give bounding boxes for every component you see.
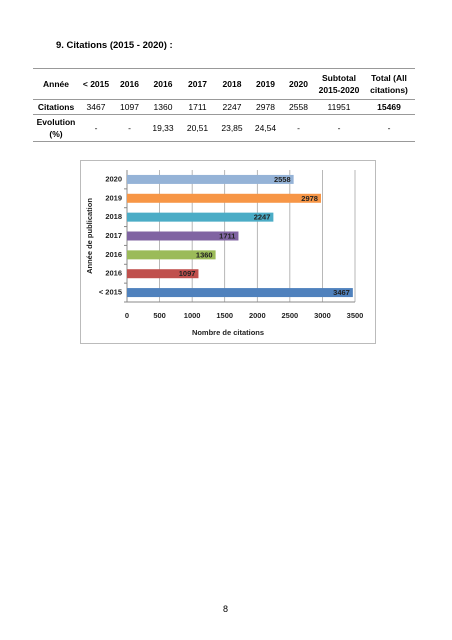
x-tick-label: 2500: [282, 311, 299, 320]
y-tick-label: 2017: [105, 231, 122, 240]
table-cell: 3467: [79, 99, 113, 115]
y-axis-title: Année de publication: [85, 198, 94, 274]
table-cell: 2019: [249, 68, 282, 100]
table-cell: 2978: [249, 99, 282, 115]
table-cell: -: [315, 114, 363, 142]
table-cell: 23,85: [215, 114, 249, 142]
x-tick-label: 1500: [216, 311, 233, 320]
table-cell: 1097: [113, 99, 146, 115]
x-tick-label: 3000: [314, 311, 331, 320]
table-cell: -: [363, 114, 415, 142]
table-cell: -: [282, 114, 315, 142]
table-cell: 24,54: [249, 114, 282, 142]
y-tick-label: 2016: [105, 269, 122, 278]
table-cell: -: [79, 114, 113, 142]
y-tick-label: 2018: [105, 212, 122, 221]
y-tick-label: 2016: [105, 250, 122, 259]
x-axis-title: Nombre de citations: [192, 328, 264, 337]
y-tick-label: < 2015: [99, 288, 122, 297]
table-cell: 1360: [146, 99, 180, 115]
table-cell: 1711: [180, 99, 215, 115]
x-tick-label: 500: [153, 311, 166, 320]
data-label: 1097: [179, 269, 196, 278]
y-tick-label: 2019: [105, 193, 122, 202]
table-row: Evolution (%) - -19,33 20,51 23,85 24,54- - -: [33, 114, 415, 142]
chart: Nombre de citations Année de publication…: [80, 160, 376, 344]
x-tick-label: 2000: [249, 311, 266, 320]
table-cell: Subtotal 2015-2020: [315, 68, 363, 100]
data-label: 2247: [254, 213, 271, 222]
bar: [127, 174, 294, 184]
bar: [127, 212, 274, 222]
table-cell: 2017: [180, 68, 215, 100]
table-cell: 15469: [363, 99, 415, 115]
table-cell: < 2015: [79, 68, 113, 100]
bar: [127, 288, 353, 298]
bar: [127, 193, 321, 203]
bar: [127, 250, 216, 260]
y-tick-label: 2020: [105, 174, 122, 183]
table-cell: 2016: [146, 68, 180, 100]
table-cell: Citations: [33, 99, 79, 115]
x-tick-label: 1000: [184, 311, 201, 320]
table-cell: 20,51: [180, 114, 215, 142]
table-cell: 11951: [315, 99, 363, 115]
table-cell: 19,33: [146, 114, 180, 142]
table-cell: 2558: [282, 99, 315, 115]
heading: 9. Citations (2015 - 2020) :: [56, 40, 173, 51]
data-label: 1360: [196, 250, 213, 259]
table-row: Année < 2015 2016 2016 2017 2018 2019 2020 Subto…: [33, 68, 415, 100]
x-tick-label: 0: [125, 311, 129, 320]
x-tick-label: 3500: [347, 311, 364, 320]
data-label: 2558: [274, 175, 291, 184]
table-cell: 2018: [215, 68, 249, 100]
table-cell: Total (All citations): [363, 68, 415, 100]
data-label: 2978: [301, 194, 318, 203]
page-number: 8: [223, 604, 229, 614]
table-cell: -: [113, 114, 146, 142]
table-cell: Année: [33, 68, 79, 100]
data-label: 1711: [219, 231, 235, 240]
table-cell: 2020: [282, 68, 315, 100]
table-cell: 2247: [215, 99, 249, 115]
table-row: Citations 3467 1097 1360 1711 2247 2978 2558 119…: [33, 99, 415, 115]
bar: [127, 231, 239, 241]
table-cell: Evolution (%): [33, 114, 79, 142]
data-label: 3467: [333, 288, 350, 297]
bar: [127, 269, 199, 279]
table-cell: 2016: [113, 68, 146, 100]
citations-table: Année < 2015 2016 2016 2017 2018 2019 2020 Subto…: [33, 68, 415, 142]
